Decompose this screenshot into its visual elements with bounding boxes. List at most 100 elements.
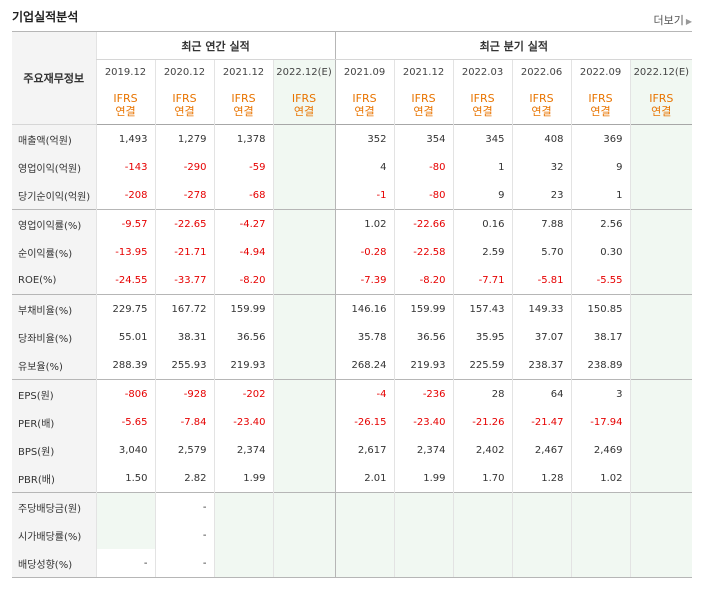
table-cell bbox=[570, 521, 631, 549]
table-cell: 9 bbox=[452, 181, 513, 210]
table-cell: 1,279 bbox=[154, 124, 214, 153]
table-cell bbox=[213, 549, 273, 578]
row-label: PER(배) bbox=[12, 408, 96, 436]
table-cell bbox=[272, 124, 336, 153]
table-cell: 1.99 bbox=[393, 464, 454, 493]
period-header: 2022.03 bbox=[452, 59, 513, 85]
table-cell bbox=[272, 436, 336, 464]
table-cell: -7.84 bbox=[154, 408, 214, 436]
period-header: 2022.12(E) bbox=[629, 59, 693, 85]
row-label: PBR(배) bbox=[12, 464, 96, 493]
period-header: 2021.12 bbox=[393, 59, 454, 85]
consolidated-label: 연결 bbox=[651, 104, 672, 118]
ifrs-label: IFRS bbox=[352, 91, 377, 105]
row-label: ROE(%) bbox=[12, 266, 96, 295]
table-cell bbox=[272, 492, 336, 521]
table-cell: -202 bbox=[213, 379, 273, 408]
table-cell bbox=[272, 209, 336, 238]
table-cell: -22.65 bbox=[154, 209, 214, 238]
consolidated-label: 연결 bbox=[472, 104, 493, 118]
table-cell bbox=[334, 549, 395, 578]
row-header-label: 주요재무정보 bbox=[12, 31, 96, 125]
table-cell: 9 bbox=[570, 153, 631, 181]
table-cell: 5.70 bbox=[511, 238, 572, 266]
consolidated-label: 연결 bbox=[174, 104, 195, 118]
table-cell bbox=[334, 521, 395, 549]
table-cell: -4.94 bbox=[213, 238, 273, 266]
ifrs-consolidated-label: IFRS 연결 bbox=[213, 85, 273, 125]
table-cell bbox=[393, 492, 454, 521]
row-label: 부채비율(%) bbox=[12, 294, 96, 323]
table-cell: 2.01 bbox=[334, 464, 395, 493]
table-cell: 345 bbox=[452, 124, 513, 153]
table-row: 부채비율(%) 229.75 167.72 159.99 146.16 159.99 157… bbox=[12, 294, 693, 323]
table-cell: -928 bbox=[154, 379, 214, 408]
table-cell: 1.99 bbox=[213, 464, 273, 493]
table-cell: -80 bbox=[393, 181, 454, 210]
table-cell: 238.37 bbox=[511, 351, 572, 380]
table-cell: -23.40 bbox=[213, 408, 273, 436]
table-cell: 1.50 bbox=[95, 464, 155, 493]
table-cell bbox=[272, 181, 336, 210]
table-cell: -24.55 bbox=[95, 266, 155, 295]
table-cell: -278 bbox=[154, 181, 214, 210]
table-cell: 408 bbox=[511, 124, 572, 153]
table-cell bbox=[272, 266, 336, 295]
table-cell bbox=[272, 521, 336, 549]
table-row: 당기순이익(억원) -208 -278 -68 -1 -80 9 23 1 bbox=[12, 181, 693, 210]
table-cell: 37.07 bbox=[511, 323, 572, 351]
section-title: 기업실적분석 bbox=[12, 10, 79, 24]
ifrs-label: IFRS bbox=[529, 91, 554, 105]
table-cell bbox=[629, 323, 693, 351]
table-cell: -806 bbox=[95, 379, 155, 408]
annual-group-header: 최근 연간 실적 bbox=[95, 31, 336, 60]
row-label: 배당성향(%) bbox=[12, 549, 96, 578]
table-cell: 0.30 bbox=[570, 238, 631, 266]
table-cell bbox=[629, 549, 693, 578]
table-cell bbox=[629, 209, 693, 238]
table-cell bbox=[629, 464, 693, 493]
table-cell: 4 bbox=[334, 153, 395, 181]
table-cell bbox=[629, 408, 693, 436]
table-cell: 2.56 bbox=[570, 209, 631, 238]
table-cell: -5.65 bbox=[95, 408, 155, 436]
table-cell: 1,378 bbox=[213, 124, 273, 153]
table-cell: - bbox=[154, 521, 214, 549]
table-cell: 0.16 bbox=[452, 209, 513, 238]
more-link[interactable]: 더보기 ▶ bbox=[653, 12, 692, 28]
table-cell bbox=[511, 492, 572, 521]
table-cell: -13.95 bbox=[95, 238, 155, 266]
table-cell: -23.40 bbox=[393, 408, 454, 436]
period-header: 2020.12 bbox=[154, 59, 214, 85]
row-label: EPS(원) bbox=[12, 379, 96, 408]
table-cell: 38.31 bbox=[154, 323, 214, 351]
ifrs-label: IFRS bbox=[588, 91, 613, 105]
table-cell: -68 bbox=[213, 181, 273, 210]
table-cell: 1 bbox=[570, 181, 631, 210]
table-cell: 2.82 bbox=[154, 464, 214, 493]
row-label: 영업이익(억원) bbox=[12, 153, 96, 181]
table-cell: 32 bbox=[511, 153, 572, 181]
table-cell: -236 bbox=[393, 379, 454, 408]
ifrs-consolidated-label: IFRS 연결 bbox=[511, 85, 572, 125]
table-cell: 146.16 bbox=[334, 294, 395, 323]
ifrs-consolidated-label: IFRS 연결 bbox=[334, 85, 395, 125]
table-cell: 2,374 bbox=[213, 436, 273, 464]
ifrs-label: IFRS bbox=[113, 91, 138, 105]
table-cell: 219.93 bbox=[393, 351, 454, 380]
table-cell: -208 bbox=[95, 181, 155, 210]
table-cell bbox=[629, 294, 693, 323]
ifrs-consolidated-label: IFRS 연결 bbox=[272, 85, 336, 125]
chevron-right-icon: ▶ bbox=[685, 17, 692, 26]
ifrs-consolidated-label: IFRS 연결 bbox=[154, 85, 214, 125]
table-row: 당좌비율(%) 55.01 38.31 36.56 35.78 36.56 35.95 37.… bbox=[12, 323, 693, 351]
table-cell bbox=[95, 492, 155, 521]
table-cell: - bbox=[154, 549, 214, 578]
table-cell bbox=[629, 351, 693, 380]
period-header: 2019.12 bbox=[95, 59, 155, 85]
row-label: 유보율(%) bbox=[12, 351, 96, 380]
table-cell: -22.66 bbox=[393, 209, 454, 238]
consolidated-label: 연결 bbox=[531, 104, 552, 118]
table-row: PER(배) -5.65 -7.84 -23.40 -26.15 -23.40 -21.26… bbox=[12, 408, 693, 436]
table-cell bbox=[452, 492, 513, 521]
